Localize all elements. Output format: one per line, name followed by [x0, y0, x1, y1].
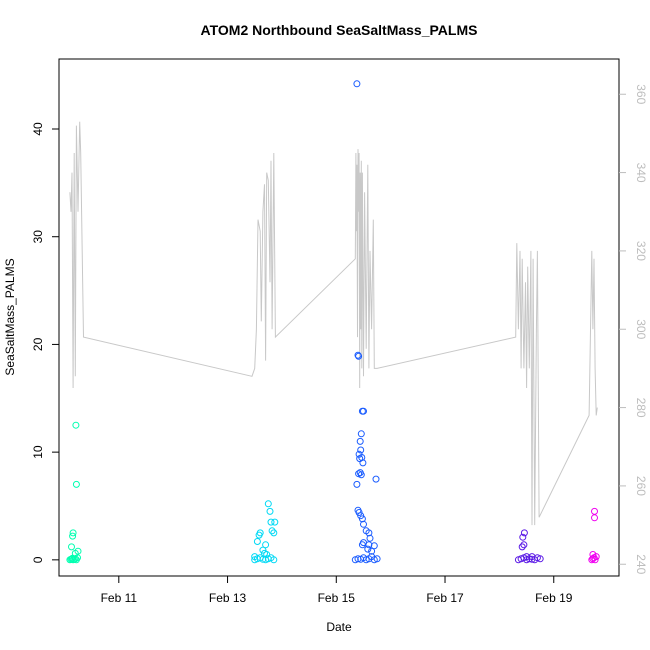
- data-point: [364, 545, 372, 553]
- data-point: [251, 553, 259, 561]
- data-point: [536, 555, 544, 563]
- data-point: [519, 533, 527, 541]
- data-point: [591, 507, 598, 515]
- data-point: [271, 518, 279, 526]
- data-point: [528, 553, 536, 561]
- y2-tick-label: 280: [634, 398, 648, 418]
- x-tick-label: Feb 17: [426, 591, 464, 605]
- data-point: [262, 541, 270, 549]
- data-point: [360, 520, 367, 528]
- data-point: [268, 527, 276, 535]
- data-point: [591, 514, 598, 522]
- data-point: [592, 553, 600, 561]
- chart-title: ATOM2 Northbound SeaSaltMass_PALMS: [201, 22, 478, 38]
- data-point: [270, 529, 278, 537]
- data-point: [357, 446, 365, 454]
- data-point: [253, 538, 261, 545]
- y2-tick-label: 300: [634, 319, 648, 339]
- data-point: [267, 518, 275, 526]
- x-tick-label: Feb 19: [535, 591, 573, 605]
- points-layer: [66, 80, 600, 564]
- data-point: [356, 437, 364, 445]
- y2-tick-label: 340: [634, 163, 648, 183]
- y-tick-label: 40: [31, 122, 45, 136]
- data-point: [357, 471, 365, 479]
- data-point: [372, 475, 380, 483]
- data-point: [355, 352, 363, 360]
- plot-frame: [58, 58, 620, 577]
- data-point: [360, 407, 367, 415]
- y-tick-label: 20: [31, 337, 45, 351]
- data-point: [520, 529, 528, 537]
- x-axis: Feb 11 Feb 13 Feb 15 Feb 17 Feb 19: [101, 576, 573, 605]
- data-point: [266, 507, 274, 515]
- y-tick-label: 30: [31, 230, 45, 244]
- y2-tick-label: 240: [634, 554, 648, 574]
- x-tick-label: Feb 11: [101, 591, 138, 605]
- secondary-line-layer: [69, 121, 598, 526]
- y-tick-label: 10: [31, 445, 45, 459]
- data-point: [69, 529, 77, 537]
- x-axis-label: Date: [326, 620, 352, 634]
- secondary-series-line: [69, 121, 598, 526]
- data-point: [256, 529, 264, 537]
- y-axis-label: SeaSaltMass_PALMS: [3, 258, 17, 375]
- data-point: [373, 555, 381, 563]
- data-point: [74, 554, 81, 562]
- data-point: [370, 542, 378, 550]
- data-point: [270, 556, 278, 564]
- data-point: [74, 547, 82, 555]
- y2-tick-label: 260: [634, 476, 648, 496]
- x-tick-label: Feb 15: [318, 591, 356, 605]
- data-point: [520, 541, 528, 549]
- data-point: [356, 455, 364, 463]
- data-point: [264, 500, 272, 508]
- data-point: [359, 459, 367, 467]
- data-point: [353, 480, 361, 488]
- data-point: [72, 421, 80, 429]
- data-point: [261, 549, 268, 557]
- data-point: [523, 553, 531, 561]
- y-tick-label: 0: [31, 556, 45, 563]
- x-tick-label: Feb 13: [209, 591, 247, 605]
- data-point: [366, 534, 374, 542]
- y2-tick-label: 360: [634, 84, 648, 104]
- y-axis: 0 10 20 30 40: [31, 122, 59, 563]
- data-point: [358, 541, 366, 549]
- data-point: [68, 543, 75, 551]
- data-point: [259, 546, 267, 554]
- data-point: [69, 532, 77, 540]
- y2-tick-label: 320: [634, 241, 648, 261]
- data-point: [368, 547, 376, 555]
- data-point: [518, 543, 526, 551]
- data-point: [353, 80, 361, 88]
- data-point: [72, 480, 80, 488]
- y2-axis: 240 260 280 300 320 340 360: [619, 84, 648, 575]
- data-point: [357, 430, 365, 438]
